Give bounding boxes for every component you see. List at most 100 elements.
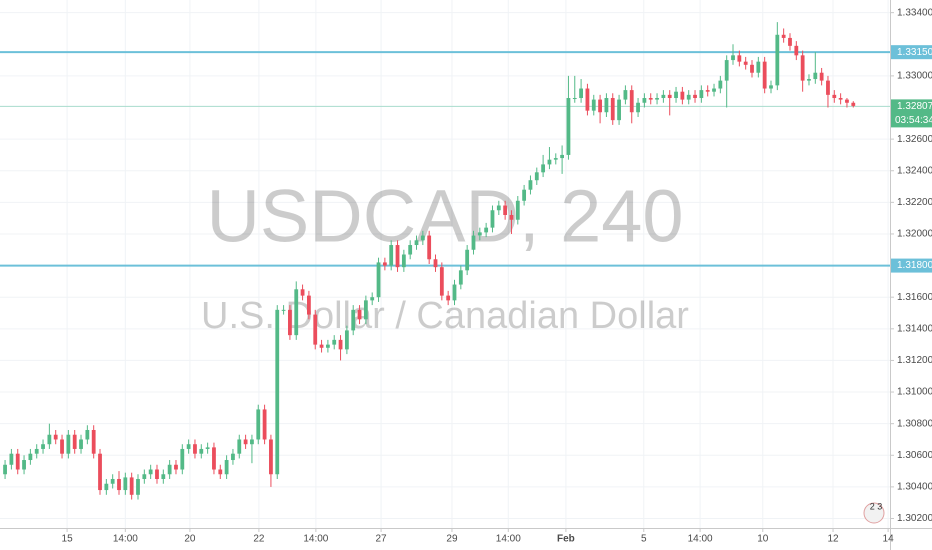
candle-body [446,295,451,301]
x-tick-label: 14 [883,534,895,545]
y-tick-label: 1.32000 [897,229,932,240]
candle-body [743,61,748,65]
candle-body [534,172,539,181]
y-tick-label: 1.32400 [897,165,932,176]
candle-body [610,98,615,121]
candle-body [294,289,299,336]
candle-body [636,102,640,113]
candle-body [648,98,653,100]
candle-body [250,439,254,445]
x-tick-label: 10 [757,534,769,545]
candle-body [363,300,368,320]
candle-body [376,262,381,298]
candle-body [566,98,571,155]
badge-icon[interactable] [863,502,885,524]
candle-body [382,262,387,266]
last-price-label: 1.32807 [897,101,932,112]
candle-body [788,37,792,46]
candle-body [91,429,96,454]
candle-body [452,284,457,301]
candle-body [269,439,273,475]
candle-body [414,240,419,246]
candle-body [617,99,621,121]
candle-body [338,339,343,350]
candle-body [541,164,546,173]
candle-body [629,90,634,113]
badge-text[interactable]: 2 3 [870,501,883,511]
y-tick-label: 1.33000 [897,71,932,82]
candle-body [560,154,565,159]
candle-body [427,235,432,260]
candle-body [737,55,742,62]
x-tick-label: 14:00 [496,534,521,545]
candle-body [598,99,602,113]
candle-body [281,309,286,311]
candle-body [3,464,7,475]
x-tick-label: 27 [376,534,388,545]
candle-body [724,60,729,81]
candle-body [458,270,463,285]
y-tick-label: 1.32600 [897,134,932,145]
candle-body [319,344,324,348]
candle-body [781,34,786,38]
candle-body [212,447,216,470]
candle-body [129,477,134,495]
candle-body [655,98,659,100]
candle-body [769,85,773,89]
candle-body [53,434,58,440]
candle-body [680,91,685,100]
candle-body [85,429,90,440]
candle-body [72,434,77,449]
candle-body [591,99,596,111]
candle-body [180,448,185,470]
candle-body [161,474,166,479]
candle-body [307,295,311,315]
candle-body [623,90,628,100]
candle-body [832,94,837,99]
candle-body [262,409,267,440]
y-tick-label: 1.30200 [897,513,932,524]
candle-body [705,90,710,92]
candle-body [579,88,583,99]
x-tick-label: 14:00 [303,534,328,545]
candle-body [47,434,52,445]
candle-body [522,189,527,201]
levels [0,51,890,267]
candle-body [243,439,248,445]
y-tick-label: 1.31000 [897,387,932,398]
candle-body [237,439,242,454]
candle-body [34,448,39,454]
candle-body [712,88,716,92]
candle-body [503,205,508,215]
axes: 1.33400 1.33000 1.32600 1.32400 1.32200 1.320… [62,7,932,545]
candle-body [104,483,109,491]
candle-body [807,79,811,81]
candle-body [9,453,14,465]
candle-body [231,453,235,461]
level-label-box [891,258,932,273]
y-tick-label: 1.31400 [897,323,932,334]
candle-body [718,80,723,89]
candle-body [731,55,735,61]
candle-body [775,34,780,86]
candle-body [117,478,121,491]
candle-body [674,91,678,99]
candle-body [471,235,476,250]
watermark-symbol: USDCAD, 240 [206,175,683,258]
countdown: 03:54:34 [895,115,932,126]
candle-body [395,245,400,268]
y-tick-label: 1.31600 [897,292,932,303]
candle-body [66,434,71,454]
candle-body [256,409,261,440]
candle-body [819,72,824,81]
x-tick-label: 29 [446,534,458,545]
candle-body [838,98,843,100]
level-label: 1.33150 [897,47,932,58]
candle-body [509,214,514,220]
level-label-box [891,45,932,60]
candle-body [167,464,172,475]
candle-body [553,158,558,160]
